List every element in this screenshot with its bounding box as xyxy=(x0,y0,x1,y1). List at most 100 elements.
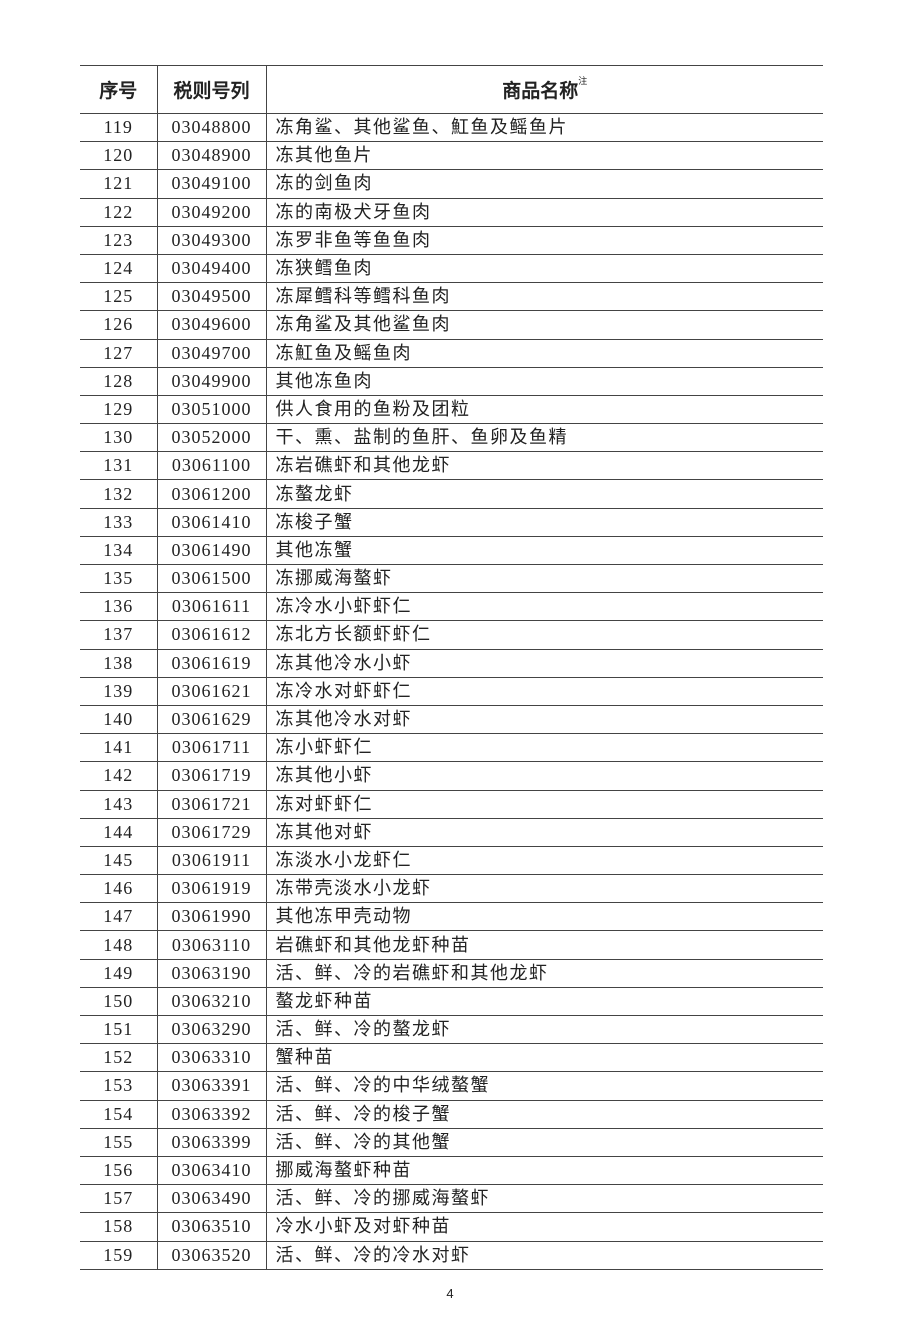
row-index: 153 xyxy=(80,1071,157,1101)
row-code: 03061721 xyxy=(156,789,266,819)
row-index: 146 xyxy=(80,874,157,904)
row-code: 03049600 xyxy=(156,310,266,340)
row-name: 冻其他冷水对虾 xyxy=(265,704,823,735)
table-row: 128 03049900 其他冻鱼肉 xyxy=(80,366,823,396)
table-row: 142 03061719 冻其他小虾 xyxy=(80,761,823,791)
row-name: 冻其他冷水小虾 xyxy=(265,648,823,678)
table-row: 148 03063110 岩礁虾和其他龙虾种苗 xyxy=(80,930,823,960)
table-body: 119 03048800 冻角鲨、其他鲨鱼、魟鱼及鳐鱼片 120 03048900 冻其他… xyxy=(80,112,823,1270)
row-index: 143 xyxy=(80,789,157,819)
row-index: 134 xyxy=(80,535,157,566)
row-name: 冻其他小虾 xyxy=(265,761,823,791)
row-name: 蟹种苗 xyxy=(265,1043,823,1073)
row-code: 03061611 xyxy=(156,592,266,622)
table-row: 156 03063410 挪威海螯虾种苗 xyxy=(80,1155,823,1186)
table-row: 136 03061611 冻冷水小虾虾仁 xyxy=(80,592,823,622)
table-row: 134 03061490 其他冻蟹 xyxy=(80,535,823,566)
header-name-note: 注 xyxy=(578,76,588,86)
row-index: 125 xyxy=(80,282,157,312)
row-code: 03061719 xyxy=(156,761,266,791)
row-index: 135 xyxy=(80,563,157,594)
row-name: 冻角鲨及其他鲨鱼肉 xyxy=(265,310,823,340)
row-name: 冻对虾虾仁 xyxy=(265,789,823,819)
table-row: 146 03061919 冻带壳淡水小龙虾 xyxy=(80,874,823,904)
table-row: 124 03049400 冻狭鳕鱼肉 xyxy=(80,253,823,284)
row-code: 03049900 xyxy=(156,366,266,396)
row-name: 冻淡水小龙虾仁 xyxy=(265,845,823,876)
row-code: 03063490 xyxy=(156,1184,266,1214)
row-index: 138 xyxy=(80,648,157,678)
row-index: 140 xyxy=(80,704,157,735)
row-name: 冻狭鳕鱼肉 xyxy=(265,253,823,284)
row-name: 其他冻蟹 xyxy=(265,535,823,566)
row-index: 148 xyxy=(80,930,157,960)
row-name: 其他冻甲壳动物 xyxy=(265,902,823,932)
row-name: 供人食用的鱼粉及团粒 xyxy=(265,394,823,425)
row-name: 其他冻鱼肉 xyxy=(265,366,823,396)
row-code: 03063391 xyxy=(156,1071,266,1101)
row-code: 03049700 xyxy=(156,338,266,368)
row-index: 150 xyxy=(80,986,157,1017)
row-code: 03063110 xyxy=(156,930,266,960)
header-name-label: 商品名称 xyxy=(502,81,579,102)
row-index: 123 xyxy=(80,225,157,255)
row-index: 149 xyxy=(80,958,157,988)
row-code: 03061500 xyxy=(156,563,266,594)
row-name: 干、熏、盐制的鱼肝、鱼卵及鱼精 xyxy=(265,423,823,453)
row-index: 132 xyxy=(80,479,157,509)
table-row: 126 03049600 冻角鲨及其他鲨鱼肉 xyxy=(80,310,823,340)
table-row: 139 03061621 冻冷水对虾虾仁 xyxy=(80,676,823,706)
table-row: 138 03061619 冻其他冷水小虾 xyxy=(80,648,823,678)
row-index: 156 xyxy=(80,1155,157,1186)
table-row: 158 03063510 冷水小虾及对虾种苗 xyxy=(80,1212,823,1242)
row-code: 03061629 xyxy=(156,704,266,735)
table-row: 132 03061200 冻螯龙虾 xyxy=(80,479,823,509)
row-index: 141 xyxy=(80,733,157,763)
table-row: 143 03061721 冻对虾虾仁 xyxy=(80,789,823,819)
row-code: 03063399 xyxy=(156,1127,266,1157)
table-row: 155 03063399 活、鲜、冷的其他蟹 xyxy=(80,1127,823,1157)
row-code: 03061711 xyxy=(156,733,266,763)
row-name: 活、鲜、冷的挪威海螯虾 xyxy=(265,1184,823,1214)
row-code: 03061919 xyxy=(156,874,266,904)
table-row: 129 03051000 供人食用的鱼粉及团粒 xyxy=(80,394,823,425)
row-code: 03063290 xyxy=(156,1014,266,1045)
row-name: 冻罗非鱼等鱼鱼肉 xyxy=(265,225,823,255)
table-row: 137 03061612 冻北方长额虾虾仁 xyxy=(80,620,823,650)
row-index: 142 xyxy=(80,761,157,791)
table-header-row: 序号 税则号列 商品名称注 xyxy=(80,65,823,114)
row-code: 03063410 xyxy=(156,1155,266,1186)
row-index: 159 xyxy=(80,1240,157,1270)
table-row: 135 03061500 冻挪威海螯虾 xyxy=(80,563,823,594)
row-name: 冻挪威海螯虾 xyxy=(265,563,823,594)
table-row: 149 03063190 活、鲜、冷的岩礁虾和其他龙虾 xyxy=(80,958,823,988)
row-code: 03063310 xyxy=(156,1043,266,1073)
tariff-table: 序号 税则号列 商品名称注 119 03048800 冻角鲨、其他鲨鱼、魟鱼及鳐鱼片… xyxy=(80,65,823,1270)
row-index: 121 xyxy=(80,169,157,199)
row-name: 螯龙虾种苗 xyxy=(265,986,823,1017)
page-number: 4 xyxy=(446,1286,454,1301)
row-code: 03063210 xyxy=(156,986,266,1017)
table-row: 131 03061100 冻岩礁虾和其他龙虾 xyxy=(80,451,823,481)
table-row: 147 03061990 其他冻甲壳动物 xyxy=(80,902,823,932)
header-code: 税则号列 xyxy=(156,65,266,114)
row-index: 129 xyxy=(80,394,157,425)
row-name: 冷水小虾及对虾种苗 xyxy=(265,1212,823,1242)
row-code: 03048800 xyxy=(156,112,266,143)
row-index: 145 xyxy=(80,845,157,876)
table-row: 122 03049200 冻的南极犬牙鱼肉 xyxy=(80,197,823,227)
row-index: 128 xyxy=(80,366,157,396)
row-index: 119 xyxy=(80,112,157,143)
row-name: 冻北方长额虾虾仁 xyxy=(265,620,823,650)
table-row: 153 03063391 活、鲜、冷的中华绒螯蟹 xyxy=(80,1071,823,1101)
row-name: 挪威海螯虾种苗 xyxy=(265,1155,823,1186)
row-index: 133 xyxy=(80,507,157,537)
table-row: 157 03063490 活、鲜、冷的挪威海螯虾 xyxy=(80,1184,823,1214)
row-code: 03063392 xyxy=(156,1099,266,1129)
row-name: 冻的剑鱼肉 xyxy=(265,169,823,199)
row-name: 岩礁虾和其他龙虾种苗 xyxy=(265,930,823,960)
row-index: 139 xyxy=(80,676,157,706)
table-row: 159 03063520 活、鲜、冷的冷水对虾 xyxy=(80,1240,823,1270)
row-code: 03049200 xyxy=(156,197,266,227)
row-code: 03061612 xyxy=(156,620,266,650)
